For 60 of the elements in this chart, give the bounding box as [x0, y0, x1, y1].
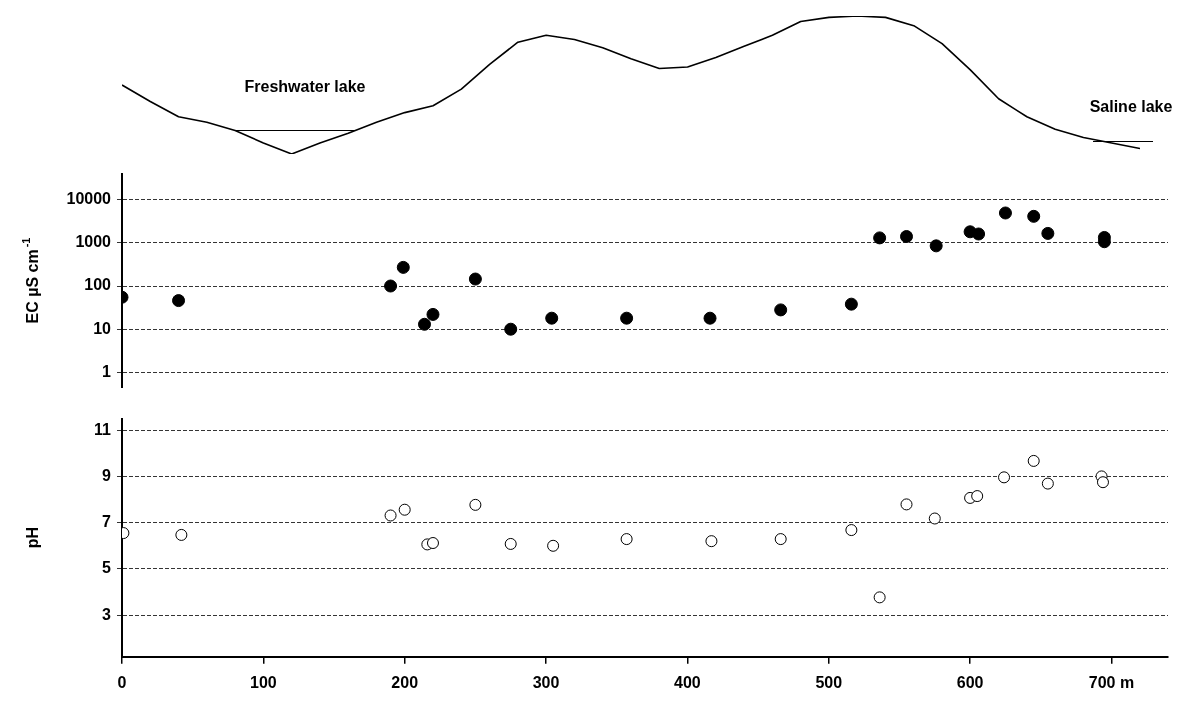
point: [620, 311, 634, 325]
point: [384, 279, 398, 293]
point: [547, 539, 560, 552]
point: [504, 537, 517, 550]
point: [469, 498, 482, 511]
point: [1041, 477, 1054, 490]
point: [844, 297, 858, 311]
point: [971, 490, 984, 503]
point: [900, 230, 913, 243]
point: [928, 512, 941, 525]
point: [426, 537, 439, 550]
point: [929, 239, 943, 253]
y-tick-label: 1000: [75, 233, 112, 251]
point: [873, 231, 887, 245]
x-tick-label: 300: [532, 673, 560, 691]
point: [396, 260, 410, 274]
point: [998, 471, 1011, 484]
point: [998, 206, 1012, 220]
y-tick-label: 3: [102, 605, 112, 623]
point: [972, 227, 986, 241]
y-tick-label: 10: [93, 319, 112, 337]
y-axis-title: pH: [24, 527, 42, 549]
y-tick-label: 11: [94, 420, 112, 438]
point: [845, 524, 858, 537]
x-tick-label: 700 m: [1088, 673, 1135, 691]
y-tick-label: 9: [102, 466, 112, 484]
point: [175, 528, 188, 541]
point: [426, 307, 440, 321]
annotation: Saline lake: [1089, 98, 1173, 116]
point: [398, 503, 411, 516]
x-tick-label: 200: [391, 673, 419, 691]
annotation: Freshwater lake: [244, 78, 366, 96]
point: [620, 533, 633, 546]
x-tick-label: 400: [674, 673, 701, 691]
point: [873, 591, 886, 604]
x-tick-label: 0: [117, 673, 127, 691]
point: [545, 311, 559, 325]
y-tick-label: 5: [102, 559, 112, 577]
point: [705, 535, 718, 548]
point: [1041, 226, 1055, 240]
y-tick-label: 1: [102, 362, 112, 380]
point: [384, 509, 397, 522]
y-tick-label: 7: [102, 513, 112, 531]
point: [1027, 209, 1041, 223]
point: [504, 322, 518, 336]
point: [703, 311, 717, 325]
y-tick-label: 10000: [66, 190, 112, 208]
x-tick-label: 100: [250, 673, 277, 691]
x-tick-label: 500: [815, 673, 843, 691]
y-tick-label: 100: [84, 276, 112, 294]
point: [900, 498, 913, 511]
point: [172, 294, 186, 308]
point: [1096, 476, 1109, 489]
x-tick-label: 600: [956, 673, 984, 691]
y-axis-title: EC µS cm-1: [20, 237, 42, 324]
point: [774, 533, 787, 546]
point: [1027, 454, 1040, 467]
point: [417, 317, 431, 331]
point: [774, 303, 788, 317]
point: [468, 272, 482, 286]
